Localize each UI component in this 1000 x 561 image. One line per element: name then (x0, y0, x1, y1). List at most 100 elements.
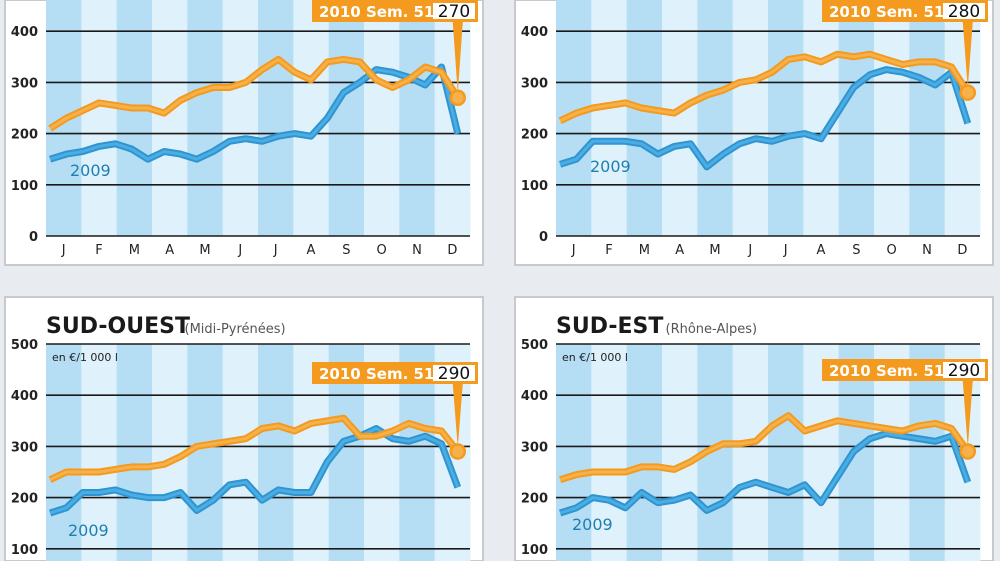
y-tick-label: 200 (521, 492, 548, 507)
month-label: M (709, 243, 720, 258)
month-band (222, 0, 259, 236)
plot-area: J F M A M J J A S O N D 0 100 200 300 400 2009 2010 Sem. 5… (11, 0, 478, 258)
callout-value-box (433, 3, 475, 19)
callout-value-box (943, 3, 985, 19)
month-band (556, 344, 592, 561)
y-tick-label: 0 (539, 230, 548, 245)
month-label: M (129, 243, 140, 258)
month-band (81, 0, 118, 236)
month-band (187, 0, 224, 236)
y-tick-label: 400 (11, 389, 38, 404)
series-line-highlight-2009 (559, 68, 970, 169)
month-band (116, 344, 153, 561)
series-label-2009: 2009 (68, 521, 109, 540)
y-tick-label: 400 (521, 25, 548, 40)
month-band (399, 0, 436, 236)
callout-value-box (433, 365, 475, 381)
month-band (768, 344, 804, 561)
unit-label: en €/1 000 l (562, 351, 628, 364)
month-label: F (95, 243, 102, 258)
callout-pointer (452, 384, 463, 448)
callout-label: 2010 Sem. 51 (829, 3, 944, 21)
series-label-2009: 2009 (572, 515, 613, 534)
callout-value: 290 (948, 361, 980, 381)
month-band (116, 0, 153, 236)
callout-value: 280 (948, 2, 980, 22)
chart-panel-3: 100 200 300 400 500 SUD-OUEST(Midi-Pyrénées) e… (4, 296, 484, 561)
month-band (364, 0, 400, 236)
series-line-highlight-2009 (559, 432, 970, 515)
y-tick-label: 200 (11, 492, 38, 507)
series-line-highlight-2009 (49, 65, 460, 161)
endpoint-marker (959, 84, 977, 101)
month-label: N (412, 243, 422, 258)
y-tick-label: 200 (521, 128, 548, 143)
y-tick-label: 200 (11, 128, 38, 143)
month-label: S (852, 243, 860, 258)
month-band (222, 344, 259, 561)
month-band (874, 0, 910, 236)
y-tick-label: 100 (11, 179, 38, 194)
series-line-highlight-2010 (559, 414, 970, 482)
callout-label: 2010 Sem. 51 (319, 3, 434, 21)
month-label: M (639, 243, 650, 258)
chart-title: SUD-EST (556, 314, 663, 339)
month-band (81, 344, 118, 561)
month-label: D (957, 243, 967, 258)
month-label: O (377, 243, 387, 258)
series-line-highlight-2010 (559, 52, 970, 123)
y-tick-label: 500 (521, 338, 548, 353)
month-band (152, 0, 188, 236)
chart-panel-1: J F M A M J J A S O N D 0 100 200 300 400 2009 2010 Sem. 5… (4, 0, 484, 266)
month-label: J (747, 243, 752, 258)
month-label: N (922, 243, 932, 258)
month-band (258, 0, 294, 236)
series-label-2009: 2009 (590, 157, 631, 176)
month-label: M (199, 243, 210, 258)
series-line-highlight-2010 (49, 416, 459, 482)
callout-value: 290 (438, 364, 470, 384)
plot-area: J F M A M J J A S O N D 0 100 200 300 400 2009 2010 Sem. 5… (521, 0, 988, 258)
y-tick-label: 400 (521, 389, 548, 404)
month-band (838, 0, 875, 236)
month-label: A (675, 243, 684, 258)
month-band (258, 344, 294, 561)
callout-pointer (962, 22, 973, 89)
month-band (662, 0, 698, 236)
month-label: J (273, 243, 278, 258)
plot-area: 100 200 300 400 500 SUD-EST (Rhône-Alpes) en €/… (521, 314, 988, 561)
endpoint-marker (449, 443, 467, 460)
month-band (662, 344, 698, 561)
month-label: J (783, 243, 788, 258)
y-tick-label: 100 (521, 179, 548, 194)
month-band (46, 344, 82, 561)
month-label: A (817, 243, 826, 258)
unit-label: en €/1 000 l (52, 351, 118, 364)
chart-title: SUD-OUEST (46, 314, 190, 339)
plot-area: 100 200 300 400 500 SUD-OUEST(Midi-Pyrénées) e… (11, 314, 478, 561)
y-tick-label: 0 (29, 230, 38, 245)
y-tick-label: 100 (521, 543, 548, 558)
series-line-highlight-2009 (49, 427, 460, 515)
y-tick-label: 400 (11, 25, 38, 40)
y-tick-label: 300 (11, 440, 38, 455)
callout-label: 2010 Sem. 51 (829, 362, 944, 380)
y-tick-label: 300 (521, 76, 548, 91)
month-label: O (887, 243, 897, 258)
y-tick-label: 100 (11, 543, 38, 558)
month-band (732, 344, 769, 561)
month-label: J (571, 243, 576, 258)
month-band (626, 0, 663, 236)
y-tick-label: 300 (11, 76, 38, 91)
month-band (591, 344, 628, 561)
chart-panel-2: J F M A M J J A S O N D 0 100 200 300 400 2009 2010 Sem. 5… (514, 0, 994, 266)
endpoint-marker (449, 89, 467, 107)
month-label: D (447, 243, 457, 258)
endpoint-marker (959, 443, 977, 460)
chart-subtitle: (Midi-Pyrénées) (185, 322, 286, 337)
month-label: A (307, 243, 316, 258)
series-line-highlight-2010 (49, 57, 460, 130)
month-label: J (237, 243, 242, 258)
month-band (328, 0, 365, 236)
